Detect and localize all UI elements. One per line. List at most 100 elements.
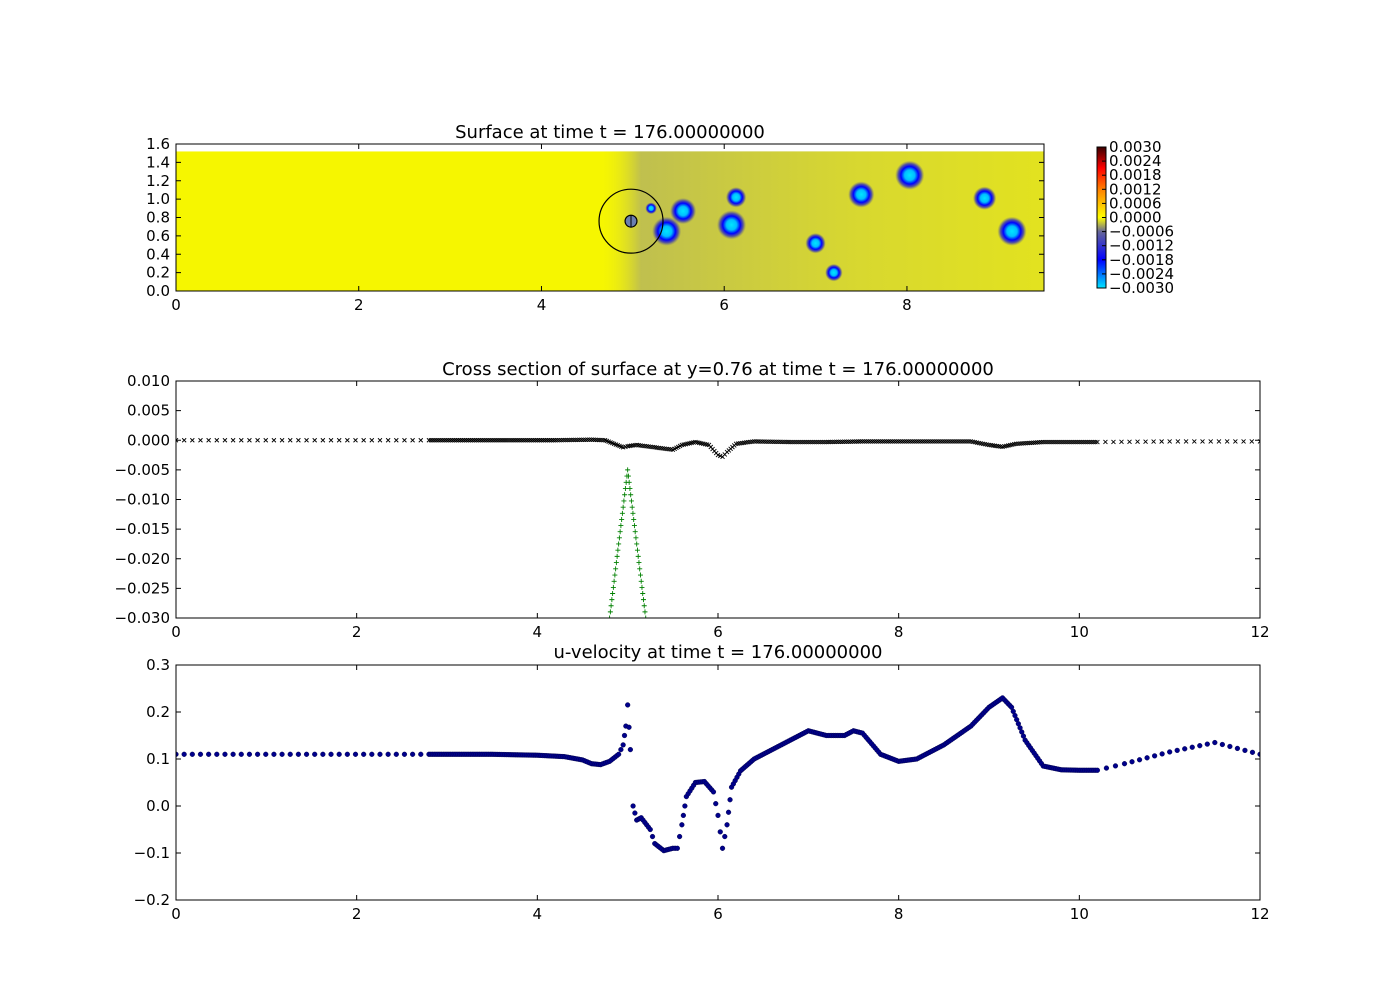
- cross-section-x-marker: [304, 437, 309, 443]
- cross-section-y-ticks: 0.010 0.005 0.000 −0.005 −0.010 −0.015 −0.020 −…: [114, 372, 1260, 627]
- velocity-point: [197, 751, 204, 757]
- cross-section-plus-marker: [618, 523, 624, 529]
- cross-section-plus-marker: [627, 486, 633, 492]
- velocity-point: [181, 751, 187, 757]
- velocity-point: [1174, 747, 1180, 753]
- x-tick-label: 12: [1250, 623, 1269, 641]
- cylinder-outer-ring: [598, 188, 664, 254]
- cross-section-x-marker: [820, 439, 825, 445]
- cross-section-plus-marker: [610, 584, 616, 590]
- velocity-point: [715, 812, 721, 819]
- velocity-point: [328, 751, 334, 757]
- cross-section-x-marker: [942, 439, 948, 444]
- y-tick-label: 0.8: [146, 209, 170, 227]
- cross-section-plus-marker: [630, 510, 636, 516]
- cross-section-title: Cross section of surface at y=0.76 at ti…: [442, 359, 994, 380]
- velocity-point: [727, 797, 733, 803]
- cross-section-x-marker: [369, 437, 375, 443]
- cross-section-x-marker: [296, 437, 301, 443]
- cross-section-x-marker: [940, 439, 946, 444]
- velocity-point: [1144, 755, 1150, 761]
- velocity-point: [336, 751, 342, 757]
- cross-section-x-marker: [271, 437, 277, 443]
- x-tick-label: 2: [354, 296, 364, 314]
- velocity-point: [717, 829, 723, 835]
- cross-section-x-marker: [876, 439, 881, 444]
- cross-section-x-marker: [1200, 439, 1205, 444]
- cross-section-x-marker: [507, 437, 513, 443]
- cross-section-x-marker: [894, 439, 899, 444]
- cross-section-plus-marker: [621, 498, 627, 504]
- cross-section-x-marker: [222, 437, 228, 443]
- colorbar-tick-label: −0.0018: [1109, 251, 1174, 269]
- cross-section-x-marker: [493, 437, 499, 443]
- vortex-blob: [805, 232, 826, 254]
- colorbar-tick-label: −0.0012: [1109, 237, 1174, 255]
- velocity-plot-area: [176, 695, 1260, 854]
- velocity-point: [344, 751, 350, 757]
- surface-y-ticks: 0.00.20.40.60.81.01.21.41.6: [146, 135, 1044, 300]
- cross-section-x-marker: [535, 437, 540, 443]
- vortex-blob: [997, 216, 1027, 246]
- colorbar-tick-label: −0.0006: [1109, 223, 1174, 241]
- cross-section-x-marker: [1073, 439, 1078, 445]
- cross-section-x-marker: [361, 437, 366, 443]
- cross-section-x-marker: [956, 439, 962, 444]
- cross-section-plus-marker: [631, 523, 637, 529]
- cross-section-plot-area: [176, 437, 1260, 618]
- x-tick-label: 6: [719, 296, 729, 314]
- cross-section-x-marker: [864, 439, 869, 444]
- cross-section-x-marker: [591, 437, 596, 443]
- colorbar: 0.00300.00240.00180.00120.00060.0000−0.0…: [1096, 138, 1174, 297]
- velocity-point: [312, 751, 318, 757]
- cross-section-x-marker: [810, 439, 815, 445]
- cross-section-plus-marker: [640, 597, 646, 603]
- cross-section-x-ticks: 0 2 4 6 8 10 12: [171, 381, 1270, 641]
- cross-section-x-marker: [1068, 439, 1074, 445]
- velocity-point: [352, 751, 359, 757]
- cross-section-x-marker: [1062, 439, 1068, 445]
- cross-section-x-marker: [491, 437, 497, 443]
- velocity-point: [1129, 759, 1135, 765]
- cross-section-x-marker: [1058, 439, 1064, 445]
- cross-section-x-marker: [458, 437, 463, 443]
- cross-section-x-marker: [952, 439, 958, 444]
- cross-section-x-marker: [1081, 439, 1086, 445]
- x-tick-label: 4: [533, 905, 543, 923]
- cross-section-plus-marker: [637, 566, 643, 572]
- cross-section-x-marker: [1224, 439, 1230, 444]
- x-tick-label: 2: [352, 905, 362, 923]
- cross-section-x-marker: [438, 437, 444, 443]
- cross-section-plus-marker: [634, 541, 640, 547]
- cross-section-x-marker: [485, 437, 491, 443]
- cross-section-plus-marker: [635, 553, 641, 559]
- cross-section-x-marker: [402, 437, 407, 443]
- vortex-blob: [652, 216, 682, 246]
- cross-section-x-marker: [1111, 439, 1116, 445]
- cross-section-axes-frame: [175, 380, 1261, 619]
- vortex-blob: [645, 202, 657, 215]
- cross-section-x-marker: [1044, 439, 1050, 445]
- vortex-blob: [972, 186, 997, 210]
- cross-section-x-marker: [446, 437, 452, 443]
- cross-section-x-marker: [509, 437, 515, 443]
- cross-section-x-marker: [1241, 439, 1246, 444]
- cross-section-x-marker: [880, 439, 885, 444]
- cross-section-x-marker: [418, 437, 424, 443]
- velocity-point: [1227, 743, 1233, 750]
- velocity-point: [393, 751, 399, 757]
- cross-section-x-marker: [799, 439, 805, 445]
- cross-section-x-marker: [912, 439, 918, 444]
- velocity-point: [1219, 741, 1225, 748]
- cross-section-x-marker: [1093, 439, 1098, 445]
- colorbar-tick-label: 0.0012: [1109, 180, 1162, 198]
- cross-section-x-marker: [1042, 439, 1048, 445]
- surface-title: Surface at time t = 176.00000000: [455, 122, 765, 143]
- velocity-point: [1121, 761, 1128, 767]
- y-tick-label: 0.1: [146, 750, 170, 768]
- cross-section-x-marker: [499, 437, 505, 443]
- cross-section-x-marker: [1233, 439, 1238, 444]
- cross-section-x-marker: [1085, 439, 1090, 445]
- velocity-point: [632, 810, 638, 816]
